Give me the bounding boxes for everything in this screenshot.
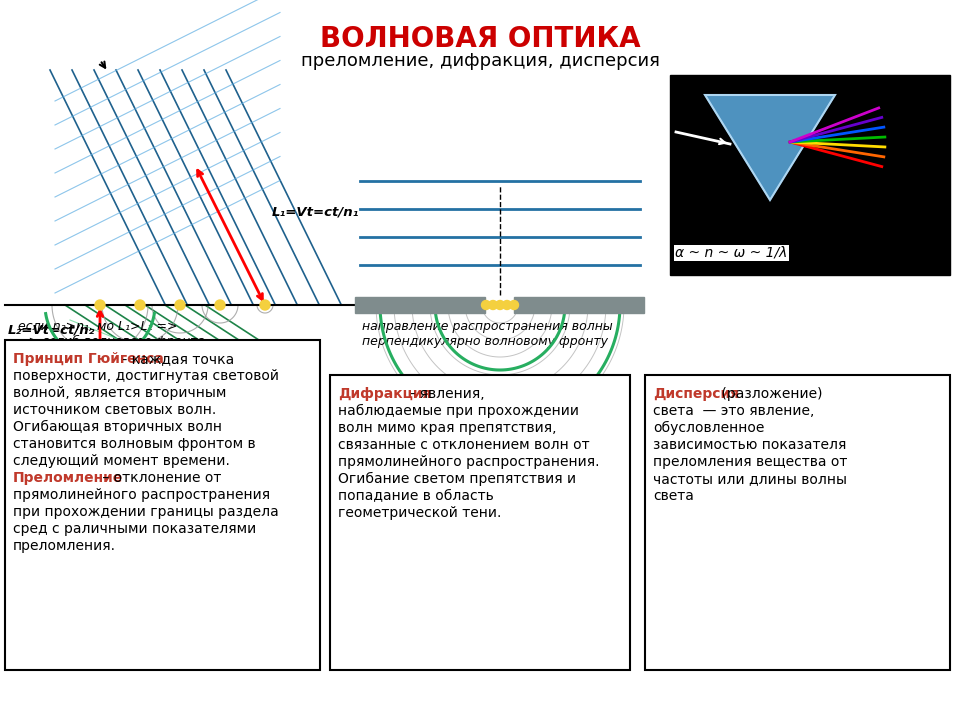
Circle shape (175, 300, 185, 310)
Text: (разложение): (разложение) (717, 387, 823, 401)
Text: Огибающая вторичных волн: Огибающая вторичных волн (13, 420, 222, 434)
Text: сред с раличными показателями: сред с раличными показателями (13, 522, 256, 536)
Polygon shape (705, 95, 835, 200)
Circle shape (510, 300, 518, 310)
Text: Принцип Гюйгенса: Принцип Гюйгенса (13, 352, 164, 366)
Text: источником световых волн.: источником световых волн. (13, 403, 216, 417)
Circle shape (215, 300, 225, 310)
Text: света: света (653, 489, 694, 503)
Text: L₁=Vt=ct/n₁: L₁=Vt=ct/n₁ (272, 205, 359, 218)
Text: ВОЛНОВАЯ ОПТИКА: ВОЛНОВАЯ ОПТИКА (320, 25, 640, 53)
Text: L₂=Vt=ct/n₂: L₂=Vt=ct/n₂ (8, 323, 95, 336)
Text: при прохождении границы раздела: при прохождении границы раздела (13, 505, 278, 519)
Text: наблюдаемые при прохождении: наблюдаемые при прохождении (338, 404, 579, 418)
Text: волной, является вторичным: волной, является вторичным (13, 386, 227, 400)
Circle shape (482, 300, 491, 310)
Bar (330, 375, 630, 670)
Text: прямолинейного распространения: прямолинейного распространения (13, 488, 270, 502)
Circle shape (502, 300, 512, 310)
Text: – отклонение от: – отклонение от (98, 471, 222, 485)
Text: преломления.: преломления. (13, 539, 116, 553)
Text: геометрической тени.: геометрической тени. (338, 506, 501, 520)
Bar (5, 340, 320, 670)
Text: волн мимо края препятствия,: волн мимо края препятствия, (338, 421, 557, 435)
Text: Дифракция: Дифракция (338, 387, 431, 401)
Bar (355, 297, 485, 313)
Circle shape (95, 300, 105, 310)
Text: преломления вещества от: преломления вещества от (653, 455, 848, 469)
Text: направление распространения волны: направление распространения волны (362, 320, 612, 333)
Text: перпендикулярно волновому фронту: перпендикулярно волновому фронту (362, 335, 608, 348)
Circle shape (489, 300, 497, 310)
Text: зависимостью показателя: зависимостью показателя (653, 438, 847, 452)
Text: Огибание светом препятствия и: Огибание светом препятствия и (338, 472, 576, 486)
Text: становится волновым фронтом в: становится волновым фронтом в (13, 437, 255, 451)
Bar (645, 375, 950, 670)
Text: обусловленное: обусловленное (653, 421, 764, 435)
Text: Дисперсия: Дисперсия (653, 387, 739, 401)
Text: поверхности, достигнутая световой: поверхности, достигнутая световой (13, 369, 279, 383)
Circle shape (135, 300, 145, 310)
Text: прямолинейного распространения.: прямолинейного распространения. (338, 455, 599, 469)
Bar (514, 297, 644, 313)
Text: => загиб волнового фронта: => загиб волнового фронта (18, 335, 205, 348)
Text: - каждая точка: - каждая точка (118, 352, 234, 366)
Text: следующий момент времени.: следующий момент времени. (13, 454, 229, 468)
Text: Преломление: Преломление (13, 471, 123, 485)
Circle shape (495, 300, 505, 310)
Circle shape (260, 300, 270, 310)
Text: попадание в область: попадание в область (338, 489, 493, 503)
Text: преломление, дифракция, дисперсия: преломление, дифракция, дисперсия (300, 52, 660, 70)
Text: α ~ n ~ ω ~ 1/λ: α ~ n ~ ω ~ 1/λ (675, 246, 787, 260)
Text: связанные с отклонением волн от: связанные с отклонением волн от (338, 438, 589, 452)
Bar (670, 75, 950, 275)
Text: света  — это явление,: света — это явление, (653, 404, 814, 418)
Text: - явления,: - явления, (406, 387, 485, 401)
Text: если n₂>n₁, мо L₁>L₂ =>: если n₂>n₁, мо L₁>L₂ => (18, 320, 178, 333)
Text: частоты или длины волны: частоты или длины волны (653, 472, 847, 486)
